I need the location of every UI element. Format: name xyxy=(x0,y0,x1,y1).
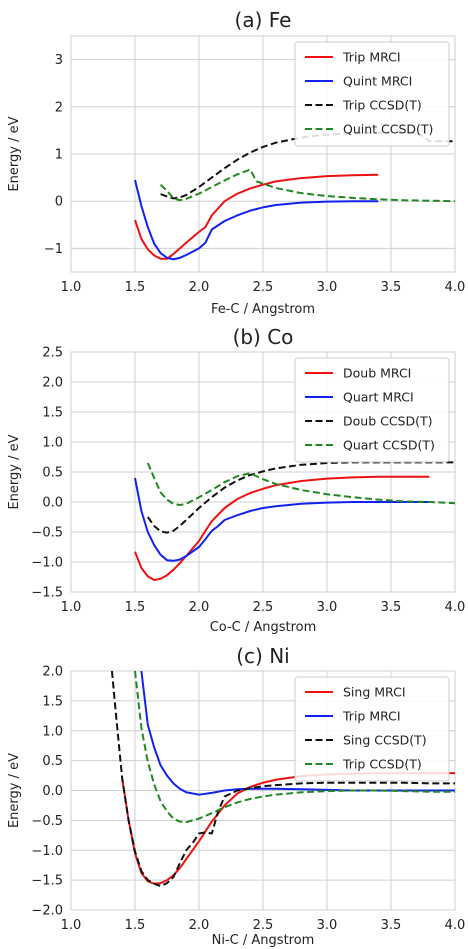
y-axis-label: Energy / eV xyxy=(7,434,22,509)
x-axis-label: Fe-C / Angstrom xyxy=(211,302,315,317)
x-tick-label: 4.0 xyxy=(445,600,466,615)
series-line-quart-mrci xyxy=(134,477,430,562)
x-tick-label: 3.5 xyxy=(381,600,402,615)
y-tick-label: 2 xyxy=(55,100,63,115)
chart-panel-0: 1.0 1.5 2.0 2.5 3.0 3.5 4.0 −1 0 1 2 3 (a) Fe Fe-C / … xyxy=(7,8,465,317)
y-tick-label: 2.0 xyxy=(42,665,63,680)
legend-label: Quint CCSD(T) xyxy=(343,122,433,137)
plot-area-frame xyxy=(70,35,456,273)
series-line-doub-ccsd-t- xyxy=(146,461,455,534)
x-tick-label: 1.5 xyxy=(125,600,146,615)
y-tick-label: −1.5 xyxy=(31,874,63,889)
legend-label: Doub CCSD(T) xyxy=(343,414,433,429)
y-tick-label: 1.0 xyxy=(42,724,63,739)
legend: Sing MRCI Trip MRCI Sing CCSD(T) Trip CCSD(… xyxy=(294,676,450,782)
x-tick-label: 2.0 xyxy=(189,918,210,933)
y-tick-label: −1.5 xyxy=(31,586,63,601)
legend-box xyxy=(294,676,450,782)
legend-label: Sing MRCI xyxy=(343,685,406,700)
series-line-sing-ccsd-t- xyxy=(110,671,455,888)
x-tick-label: 1.5 xyxy=(125,280,146,295)
x-axis-label: Ni-C / Angstrom xyxy=(212,933,315,948)
y-tick-label: 2.5 xyxy=(42,346,63,361)
y-tick-label: 0.5 xyxy=(42,754,63,769)
series-line-quint-ccsd-t- xyxy=(159,168,455,203)
y-tick-label: 1 xyxy=(55,148,63,163)
y-tick-label: 0.5 xyxy=(42,466,63,481)
y-tick-label: −0.5 xyxy=(31,814,63,829)
legend-label: Quart MRCI xyxy=(343,390,414,405)
x-tick-label: 1.5 xyxy=(125,918,146,933)
series-group xyxy=(134,131,455,261)
series-line-quart-ccsd-t- xyxy=(146,462,455,506)
x-axis-label: Co-C / Angstrom xyxy=(210,620,317,635)
x-tick-label: 3.0 xyxy=(317,600,338,615)
y-tick-label: 1.5 xyxy=(42,406,63,421)
legend-label: Trip MRCI xyxy=(342,709,401,724)
x-tick-label: 2.0 xyxy=(189,600,210,615)
legend-label: Sing CCSD(T) xyxy=(343,733,427,748)
y-tick-label: 3 xyxy=(55,53,63,68)
y-tick-label: 0 xyxy=(55,195,63,210)
legend: Trip MRCI Quint MRCI Trip CCSD(T) Quint CCS… xyxy=(294,41,450,147)
y-tick-label: −1.0 xyxy=(31,844,63,859)
x-tick-label: 3.0 xyxy=(317,280,338,295)
chart-title: (b) Co xyxy=(233,325,294,349)
series-line-trip-ccsd-t- xyxy=(134,671,455,824)
x-tick-label: 1.0 xyxy=(61,918,82,933)
x-tick-label: 2.5 xyxy=(253,918,274,933)
legend-label: Trip CCSD(T) xyxy=(342,98,422,113)
x-tick-label: 2.0 xyxy=(189,280,210,295)
legend-label: Trip MRCI xyxy=(342,50,401,65)
chart-title: (c) Ni xyxy=(236,644,289,668)
y-tick-label: 2.0 xyxy=(42,376,63,391)
x-tick-label: 1.0 xyxy=(61,280,82,295)
legend-label: Quint MRCI xyxy=(343,74,412,89)
y-tick-label: −1 xyxy=(44,242,63,257)
chart-title: (a) Fe xyxy=(235,8,292,32)
y-tick-label: −2.0 xyxy=(31,904,63,919)
y-axis-label: Energy / eV xyxy=(7,753,22,828)
x-tick-label: 1.0 xyxy=(61,600,82,615)
y-tick-label: 1.5 xyxy=(42,694,63,709)
x-tick-label: 3.5 xyxy=(381,280,402,295)
y-axis-label: Energy / eV xyxy=(7,116,22,191)
y-tick-label: 0.0 xyxy=(42,496,63,511)
x-tick-label: 3.5 xyxy=(381,918,402,933)
series-group xyxy=(134,461,455,581)
x-tick-label: 4.0 xyxy=(445,918,466,933)
legend-box xyxy=(294,357,450,463)
legend-label: Doub MRCI xyxy=(343,366,411,381)
x-tick-label: 4.0 xyxy=(445,280,466,295)
legend-box xyxy=(294,41,450,147)
series-line-quint-mrci xyxy=(134,179,379,261)
legend-label: Trip CCSD(T) xyxy=(342,757,422,772)
chart-panel-2: 1.0 1.5 2.0 2.5 3.0 3.5 4.0 −2.0 −1.5 −1.0 −0.5 0.0… xyxy=(7,644,465,948)
x-tick-label: 2.5 xyxy=(253,600,274,615)
x-tick-label: 3.0 xyxy=(317,918,338,933)
chart-panel-1: 1.0 1.5 2.0 2.5 3.0 3.5 4.0 −1.5 −1.0 −0.5 0.0 0.5 1… xyxy=(7,325,465,635)
y-tick-label: 1.0 xyxy=(42,436,63,451)
series-line-doub-mrci xyxy=(134,475,430,581)
y-tick-label: −1.0 xyxy=(31,556,63,571)
y-tick-label: 0.0 xyxy=(42,784,63,799)
y-tick-label: −0.5 xyxy=(31,526,63,541)
x-tick-label: 2.5 xyxy=(253,280,274,295)
legend: Doub MRCI Quart MRCI Doub CCSD(T) Quart CCS… xyxy=(294,357,450,463)
series-line-trip-mrci xyxy=(134,173,379,260)
legend-label: Quart CCSD(T) xyxy=(343,438,435,453)
plot-area-frame xyxy=(70,351,456,593)
